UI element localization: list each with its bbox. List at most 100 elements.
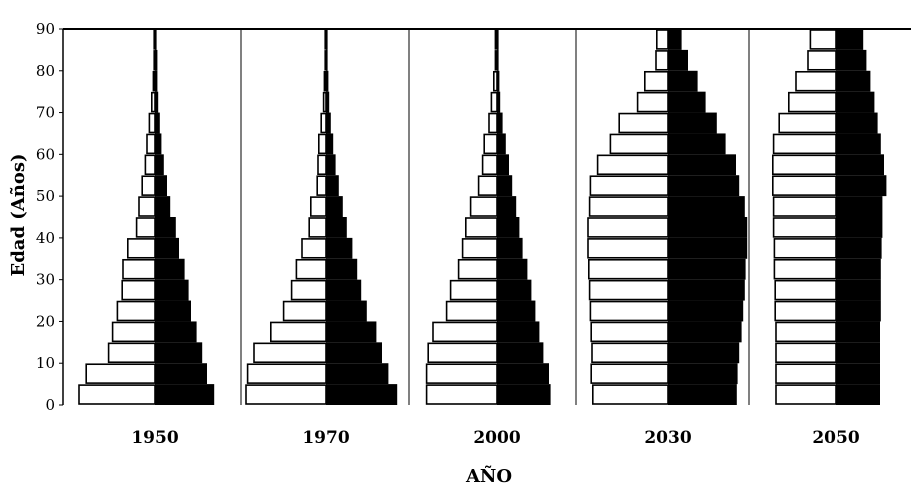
bar-left (774, 300, 837, 322)
bar-left (775, 321, 837, 343)
bar-right (497, 237, 523, 259)
bars-layer (78, 29, 887, 405)
bar-left (301, 238, 327, 259)
bar-left (775, 384, 837, 405)
bar-right (668, 300, 744, 322)
bar-right (326, 300, 367, 322)
bar-left (589, 300, 669, 322)
bar-left (121, 279, 156, 301)
bar-left (461, 238, 498, 259)
bar-right (836, 237, 882, 259)
bar-left (427, 342, 498, 364)
bar-right (836, 154, 884, 176)
bar-left (246, 363, 327, 384)
bar-right (668, 321, 742, 343)
bar-right (155, 112, 160, 134)
bar-right (155, 384, 215, 405)
bar-left (775, 363, 837, 384)
bar-left (269, 321, 327, 343)
bar-left (481, 154, 498, 176)
bar-right (497, 175, 513, 197)
bar-left (587, 217, 669, 238)
panel-2050 (771, 29, 887, 405)
bar-right (497, 342, 544, 364)
bar-left (308, 217, 327, 238)
bar-left (290, 279, 327, 301)
bar-left (772, 133, 837, 155)
bar-right (836, 133, 881, 155)
x-axis-title: AÑO (465, 464, 512, 487)
bar-right (155, 196, 171, 217)
bar-left (153, 29, 156, 50)
bar-right (326, 258, 358, 280)
bar-right (497, 258, 528, 280)
bar-left (655, 29, 669, 50)
bar-right (836, 384, 880, 405)
bar-right (326, 175, 339, 197)
bar-right (497, 133, 506, 155)
bar-left (432, 321, 498, 343)
bar-right (668, 384, 737, 405)
bar-right (497, 29, 499, 50)
bar-left (152, 70, 156, 92)
bar-right (668, 49, 688, 71)
bar-right (668, 217, 748, 238)
bar-left (282, 300, 327, 322)
bar-left (618, 112, 669, 134)
bar-right (668, 133, 726, 155)
bar-left (589, 175, 669, 196)
bar-right (326, 279, 362, 301)
bar-right (497, 217, 520, 238)
bar-left (322, 91, 327, 113)
bar-right (668, 154, 736, 176)
bar-left (141, 175, 156, 196)
bar-left (146, 133, 156, 155)
year-label: 1950 (131, 428, 178, 448)
bar-left (494, 50, 498, 71)
y-tick-label: 30 (36, 271, 55, 289)
bar-left (609, 133, 669, 155)
bar-left (771, 175, 837, 196)
bar-right (326, 237, 353, 259)
bar-left (490, 91, 498, 113)
bar-left (807, 50, 837, 71)
bar-left (138, 196, 156, 217)
bar-left (587, 238, 669, 259)
bar-right (497, 70, 500, 92)
bar-left (778, 112, 837, 134)
bar-right (497, 154, 509, 176)
bar-right (668, 363, 738, 385)
bar-left (587, 258, 669, 280)
bar-left (590, 321, 669, 343)
bar-right (155, 342, 203, 364)
bar-left (320, 112, 327, 134)
bar-right (326, 70, 329, 92)
bar-left (795, 70, 837, 92)
bar-right (326, 133, 334, 155)
y-tick-label: 90 (36, 20, 55, 38)
bar-right (326, 91, 330, 113)
bar-left (772, 217, 837, 238)
bar-left (445, 300, 498, 322)
bar-left (323, 70, 327, 92)
bar-right (326, 217, 347, 238)
bar-right (836, 258, 881, 280)
bar-right (326, 49, 328, 71)
bar-left (324, 50, 327, 71)
bar-right (668, 91, 706, 113)
bar-left (483, 133, 498, 155)
bar-right (836, 175, 887, 197)
bar-left (588, 279, 669, 301)
bar-left (775, 342, 837, 364)
bar-right (326, 29, 328, 50)
bar-right (326, 112, 331, 134)
bar-right (836, 70, 871, 92)
bar-right (668, 70, 698, 92)
bar-right (668, 237, 748, 259)
year-label: 2000 (473, 428, 520, 448)
y-tick-label: 20 (36, 312, 55, 330)
bar-right (155, 321, 197, 343)
bar-left (492, 70, 498, 92)
bar-left (317, 133, 327, 155)
bar-left (309, 196, 327, 217)
